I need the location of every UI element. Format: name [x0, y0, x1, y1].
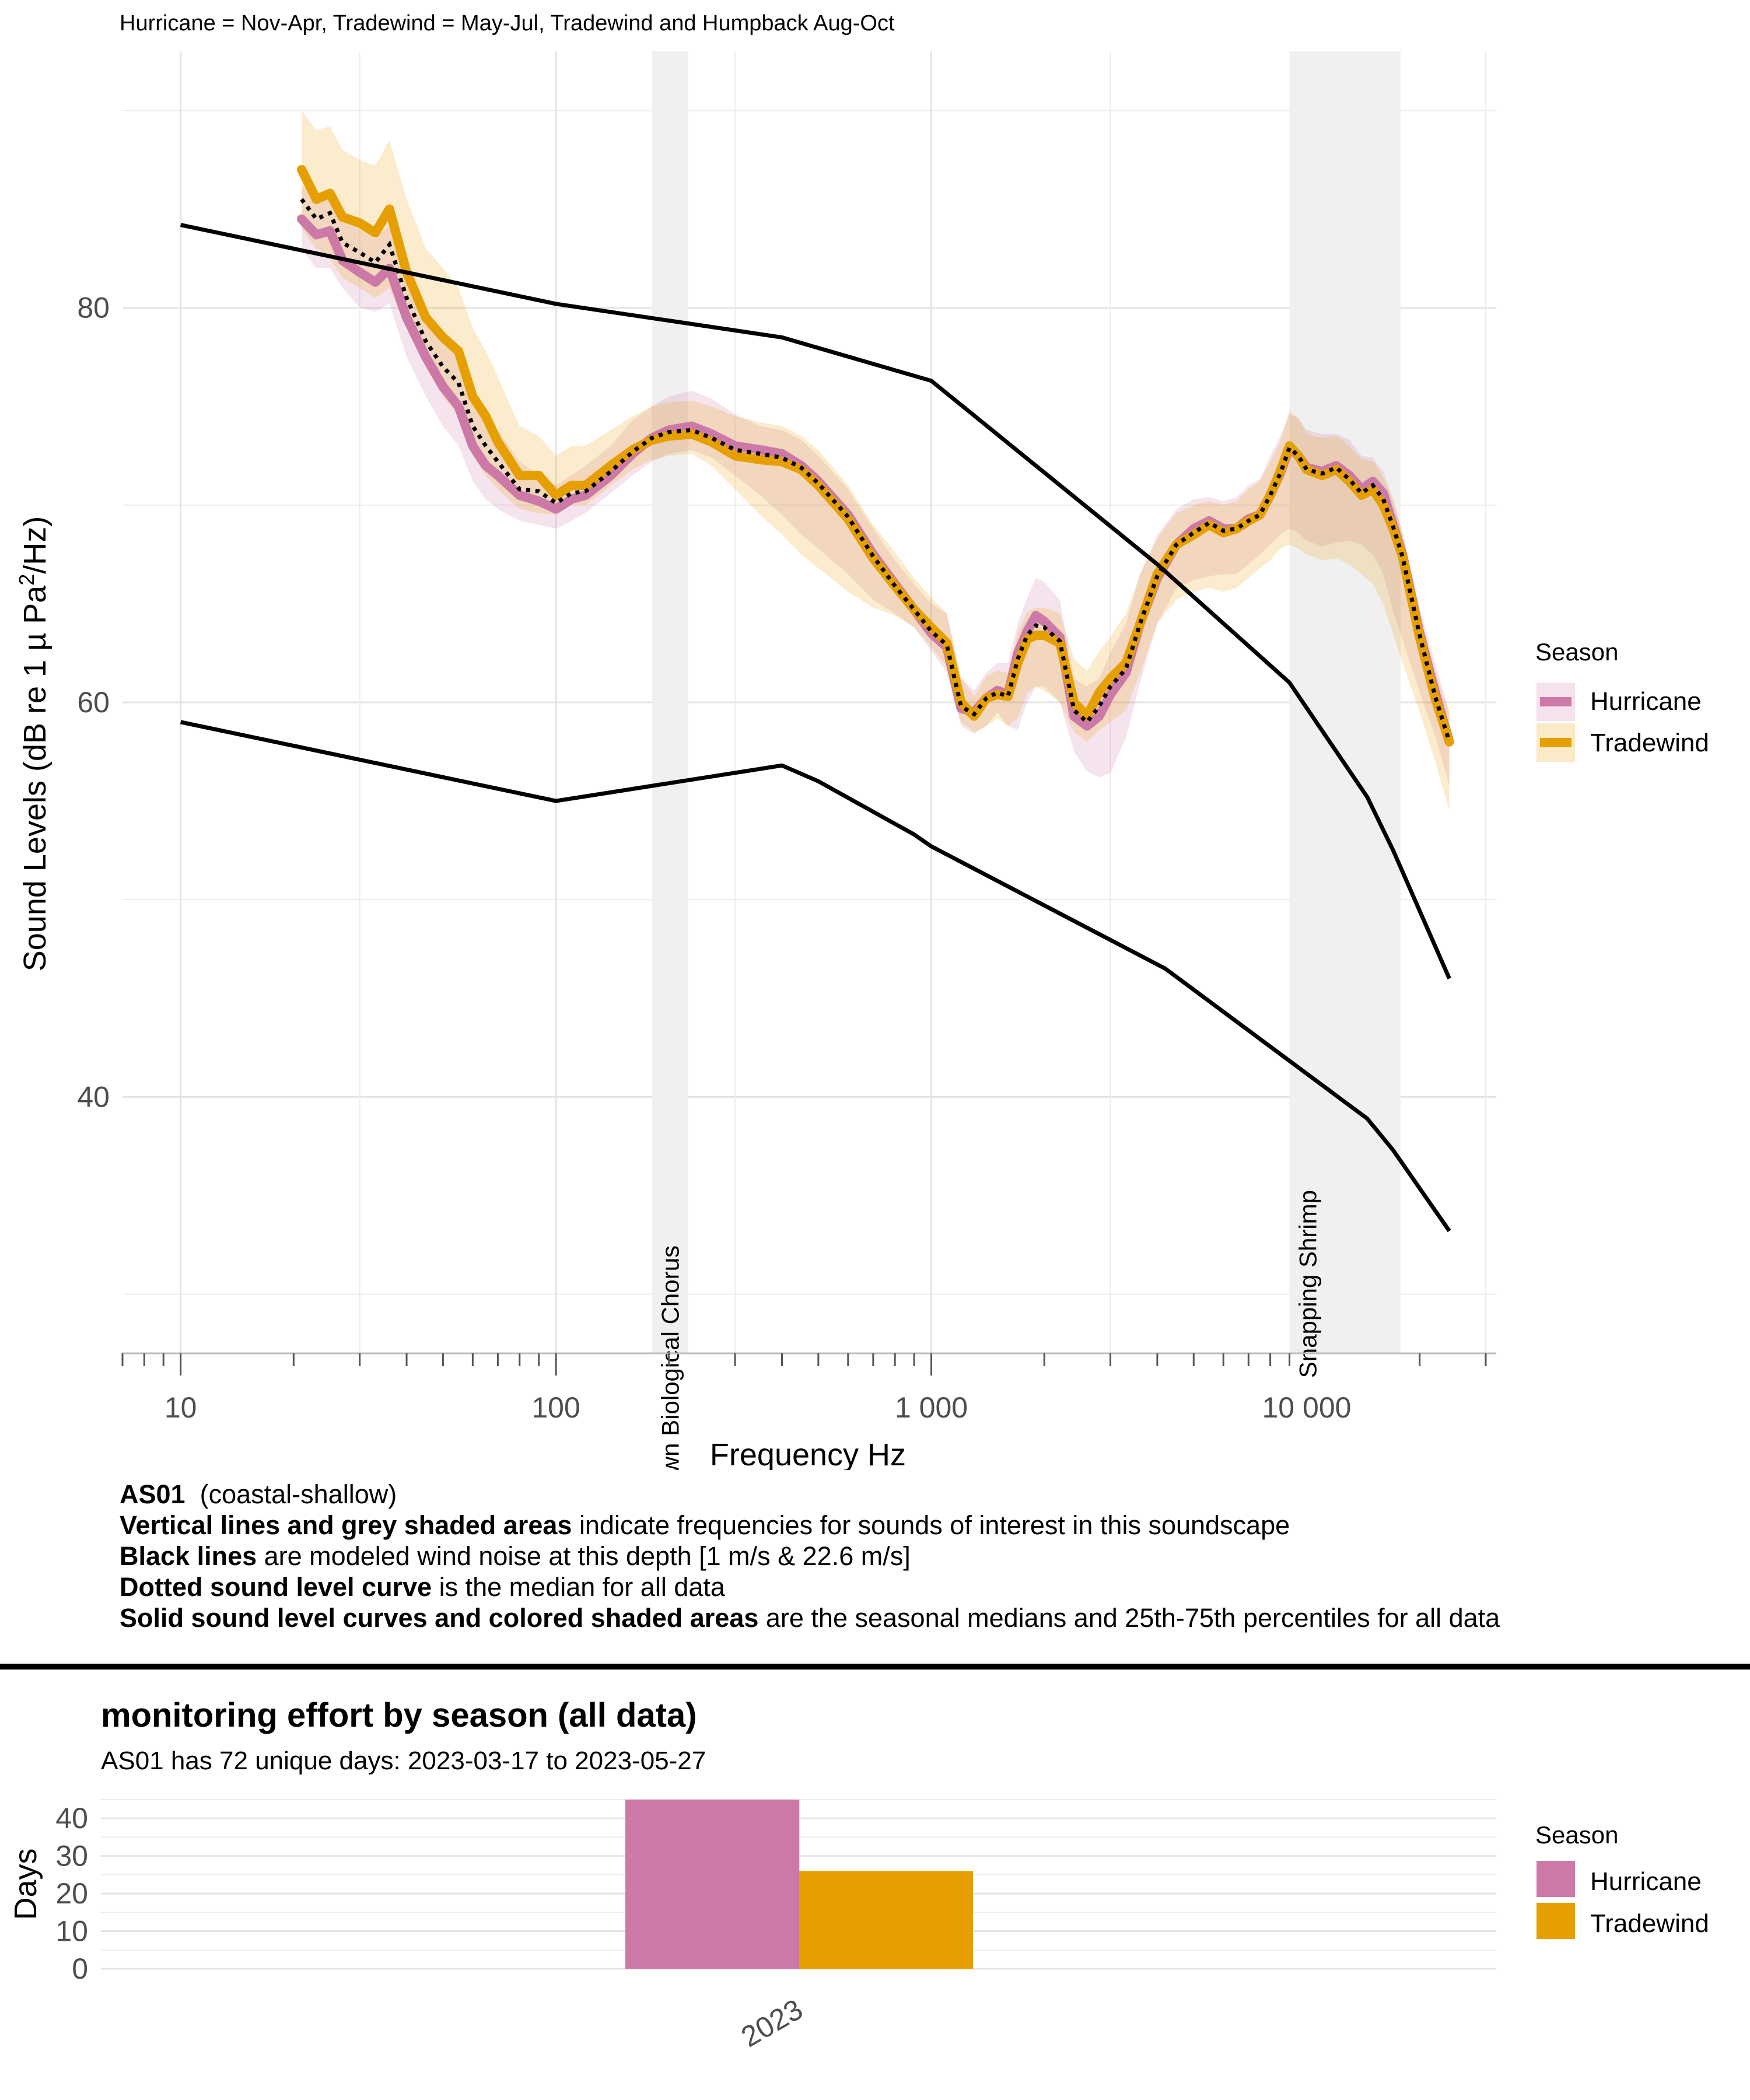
y-axis-title-end: /Hz): [18, 516, 52, 574]
sound-level-chart: Hurricane = Nov-Apr, Tradewind = May-Jul…: [15, 11, 1709, 1470]
grid-lines: [123, 51, 1496, 1353]
caption-line-3: Dotted sound level curve is the median f…: [120, 1572, 725, 1602]
wind-noise-1-m-s: [180, 720, 1451, 1233]
overall-median-dotted: [300, 198, 1451, 743]
y-axis-title: Sound Levels (dB re 1 µ Pa2/Hz): [15, 516, 52, 972]
caption-site: AS01: [120, 1479, 186, 1509]
band-label-unknown-biological-chorus: Unknown Biological Chorus: [656, 1245, 684, 1470]
percentile-ribbons: [302, 110, 1450, 811]
effort-legend-swatch-tradewind: [1536, 1903, 1575, 1939]
x-tick-label: 10: [164, 1391, 197, 1424]
ribbon-hurricane: [302, 186, 1450, 785]
band-labels: Unknown Biological Chorus Snapping Shrimp: [656, 1190, 1321, 1470]
monitoring-effort-chart: monitoring effort by season (all data) A…: [0, 1664, 1750, 2053]
effort-y-axis-title: Days: [8, 1848, 43, 1920]
y-axis-title-main: Sound Levels (dB re 1 µ Pa: [18, 585, 52, 971]
y-axis: 40 60 80: [77, 292, 110, 1114]
effort-bars: [625, 1800, 973, 1969]
legend-label-tradewind: Tradewind: [1590, 729, 1709, 757]
y-tick-label: 60: [77, 686, 110, 719]
effort-legend-label-hurricane: Hurricane: [1590, 1867, 1702, 1896]
legend-label-hurricane: Hurricane: [1590, 687, 1702, 716]
effort-legend-label-tradewind: Tradewind: [1590, 1909, 1709, 1938]
effort-y-tick-label: 20: [55, 1877, 88, 1910]
effort-y-tick-label: 0: [72, 1952, 88, 1985]
effort-legend-title: Season: [1535, 1821, 1618, 1849]
caption-line-2: Black lines are modeled wind noise at th…: [120, 1541, 911, 1571]
effort-title: monitoring effort by season (all data): [101, 1696, 697, 1734]
wind-noise-lines: [180, 223, 1451, 1233]
effort-y-tick-label: 10: [55, 1915, 88, 1948]
overall-median-line: [300, 198, 1451, 743]
effort-legend: Season Hurricane Tradewind: [1535, 1821, 1709, 1939]
effort-bar-tradewind: [799, 1871, 973, 1969]
effort-legend-swatch-hurricane: [1536, 1861, 1575, 1897]
wind-noise-22-6-m-s: [180, 223, 1451, 979]
legend-title: Season: [1535, 638, 1618, 666]
caption-site-note: (coastal-shallow): [200, 1479, 397, 1509]
y-axis-title-sup: 2: [15, 574, 38, 586]
legend-season: Season Hurricane Tradewind: [1535, 638, 1709, 762]
caption-line-4: Solid sound level curves and colored sha…: [120, 1603, 1500, 1633]
x-tick-label: 100: [531, 1391, 580, 1424]
band-label-snapping-shrimp: Snapping Shrimp: [1294, 1190, 1322, 1378]
band-unknown-biological-chorus: [652, 51, 688, 1353]
x-axis-title: Frequency Hz: [710, 1437, 906, 1470]
caption-site-line: AS01 (coastal-shallow): [120, 1479, 1724, 1510]
y-tick-label: 40: [77, 1080, 110, 1113]
x-tick-label: 1 000: [895, 1391, 968, 1424]
effort-x-tick-label: 2023: [736, 1993, 808, 2053]
effort-y-tick-label: 40: [55, 1802, 88, 1835]
effort-bar-hurricane: [625, 1800, 799, 1969]
effort-y-axis: 0 10 20 30 40: [55, 1802, 88, 1985]
caption-line-1: Vertical lines and grey shaded areas ind…: [120, 1510, 1290, 1540]
ribbon-tradewind: [302, 110, 1450, 811]
y-tick-label: 80: [77, 292, 110, 324]
chart-subtitle: Hurricane = Nov-Apr, Tradewind = May-Jul…: [120, 11, 895, 36]
x-tick-label: 10 000: [1262, 1391, 1352, 1424]
band-snapping-shrimp: [1289, 51, 1401, 1353]
x-axis: 10 100 1 000 10 000: [121, 1352, 1496, 1424]
effort-y-tick-label: 30: [55, 1840, 88, 1873]
effort-subtitle: AS01 has 72 unique days: 2023-03-17 to 2…: [101, 1746, 706, 1775]
figure-caption: AS01 (coastal-shallow) Vertical lines an…: [120, 1479, 1724, 1633]
section-divider: [0, 1664, 1750, 1670]
